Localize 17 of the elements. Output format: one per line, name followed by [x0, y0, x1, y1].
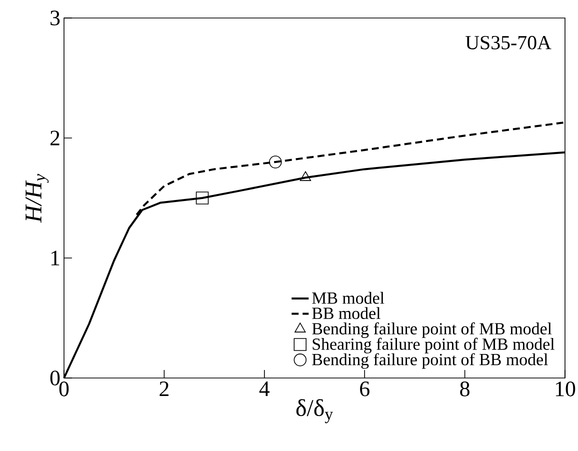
y-tick-label: 0	[50, 370, 60, 386]
legend-label: Bending failure point of MB model	[312, 322, 552, 338]
y-tick-label: 1	[51, 250, 60, 266]
y-axis-title: H/H$_{y}$	[26, 174, 49, 223]
legend-label: MB model	[312, 292, 384, 304]
x-axis-title: δ/δ$_{y}$	[296, 399, 333, 424]
x-tick-label: 8	[460, 382, 470, 396]
legend-label: BB model	[312, 307, 380, 320]
y-tick-label: 2	[50, 130, 60, 146]
x-tick-label: 6	[360, 382, 370, 396]
y-tick-label: 3	[50, 10, 60, 26]
legend-label: Bending failure point of BB model	[312, 353, 548, 369]
annotation: US35-70A	[466, 36, 552, 50]
legend-label: Shearing failure point of MB model	[312, 338, 554, 354]
x-tick-label: 10	[556, 382, 576, 396]
x-tick-label: 4	[259, 382, 270, 396]
x-tick-label: 2	[160, 382, 168, 396]
